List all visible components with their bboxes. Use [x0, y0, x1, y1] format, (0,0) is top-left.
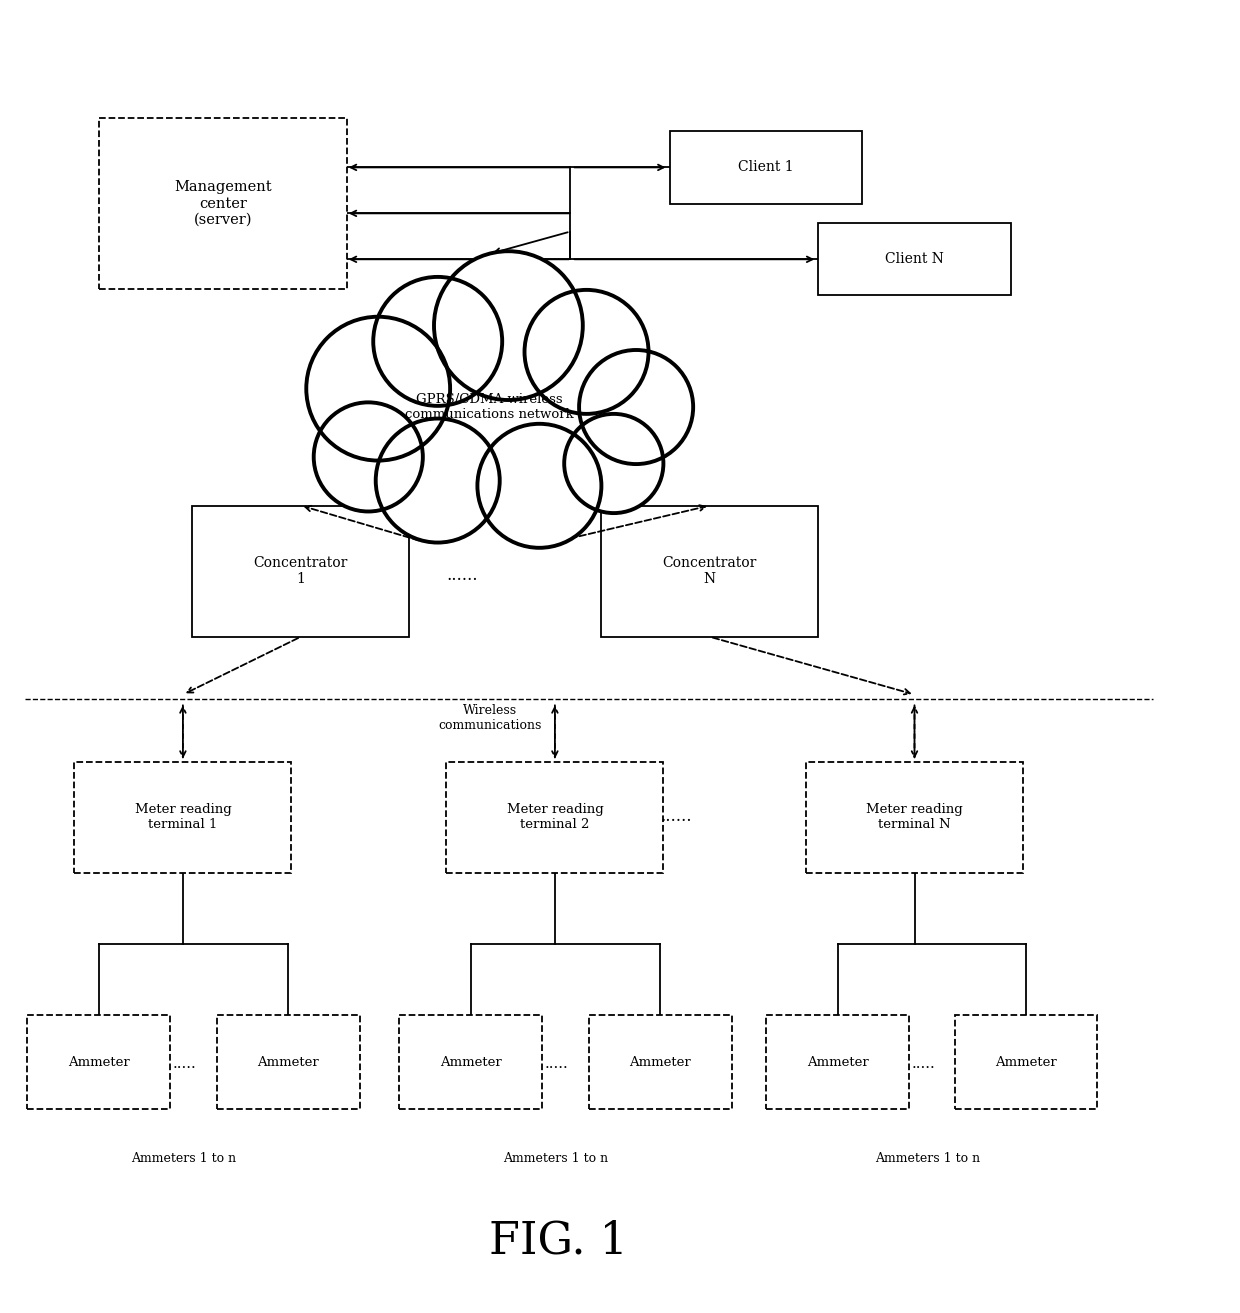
- FancyBboxPatch shape: [399, 1015, 542, 1109]
- Text: Meter reading
terminal 1: Meter reading terminal 1: [134, 804, 232, 831]
- Text: Ammeter: Ammeter: [440, 1056, 501, 1069]
- Text: Management
center
(server): Management center (server): [175, 180, 272, 227]
- FancyBboxPatch shape: [217, 1015, 360, 1109]
- Text: GPRS/CDMA wireless
communications network: GPRS/CDMA wireless communications networ…: [405, 393, 574, 421]
- FancyBboxPatch shape: [818, 223, 1011, 295]
- Text: Ammeter: Ammeter: [258, 1056, 319, 1069]
- Ellipse shape: [306, 316, 450, 461]
- Text: .....: .....: [911, 1057, 936, 1070]
- FancyBboxPatch shape: [27, 1015, 170, 1109]
- Text: Ammeter: Ammeter: [807, 1056, 868, 1069]
- FancyBboxPatch shape: [670, 131, 862, 204]
- Text: Ammeter: Ammeter: [630, 1056, 691, 1069]
- Text: ......: ......: [660, 809, 692, 825]
- FancyBboxPatch shape: [601, 506, 818, 637]
- Text: Meter reading
terminal 2: Meter reading terminal 2: [506, 804, 604, 831]
- Ellipse shape: [564, 414, 663, 513]
- Text: Ammeters 1 to n: Ammeters 1 to n: [503, 1152, 608, 1165]
- Text: .....: .....: [172, 1057, 197, 1070]
- Text: Ammeters 1 to n: Ammeters 1 to n: [875, 1152, 980, 1165]
- FancyBboxPatch shape: [955, 1015, 1097, 1109]
- Text: Ammeter: Ammeter: [68, 1056, 129, 1069]
- FancyBboxPatch shape: [766, 1015, 909, 1109]
- Text: Client N: Client N: [885, 252, 944, 267]
- Text: .....: .....: [544, 1057, 569, 1070]
- FancyBboxPatch shape: [192, 506, 409, 637]
- Text: Concentrator
1: Concentrator 1: [253, 555, 348, 587]
- Ellipse shape: [373, 277, 502, 406]
- Text: FIG. 1: FIG. 1: [489, 1220, 627, 1262]
- Ellipse shape: [525, 290, 649, 414]
- Text: Meter reading
terminal N: Meter reading terminal N: [866, 804, 963, 831]
- Text: Client 1: Client 1: [738, 160, 794, 175]
- Text: Concentrator
N: Concentrator N: [662, 555, 758, 587]
- Text: Wireless
communications: Wireless communications: [438, 704, 542, 733]
- FancyBboxPatch shape: [589, 1015, 732, 1109]
- Text: Ammeter: Ammeter: [996, 1056, 1056, 1069]
- Text: Ammeters 1 to n: Ammeters 1 to n: [131, 1152, 236, 1165]
- Ellipse shape: [314, 402, 423, 512]
- FancyBboxPatch shape: [74, 762, 291, 873]
- Text: ......: ......: [446, 567, 479, 583]
- FancyBboxPatch shape: [806, 762, 1023, 873]
- FancyBboxPatch shape: [99, 118, 347, 289]
- Ellipse shape: [579, 351, 693, 463]
- Ellipse shape: [376, 419, 500, 542]
- Ellipse shape: [434, 251, 583, 400]
- Ellipse shape: [477, 424, 601, 548]
- FancyBboxPatch shape: [446, 762, 663, 873]
